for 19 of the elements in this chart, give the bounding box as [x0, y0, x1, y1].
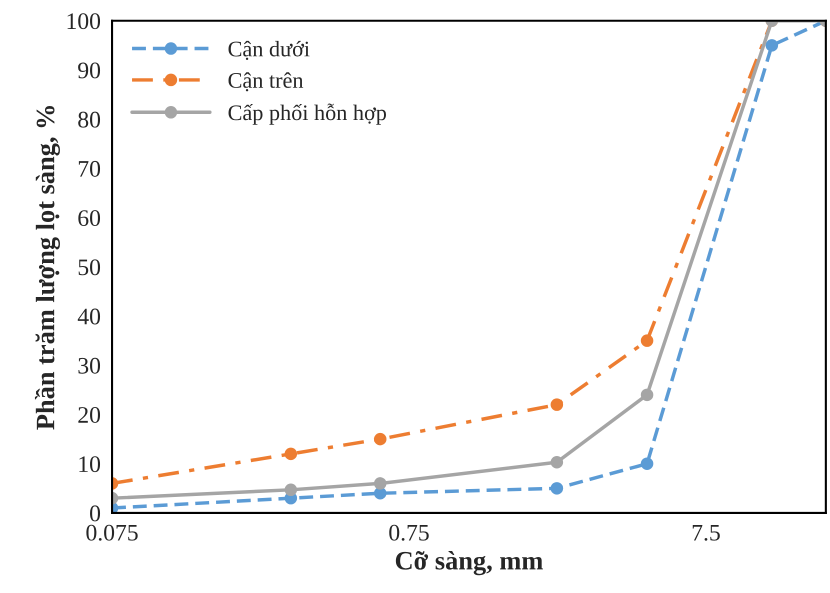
y-tick-label: 90 [78, 62, 100, 78]
y-tick-label: 100 [68, 13, 100, 30]
legend-label: Cấp phối hỗn hợp [228, 104, 386, 125]
y-tick-label: 60 [78, 210, 100, 226]
x-tick-label: 7.5 [692, 524, 720, 541]
y-tick-label: 10 [79, 456, 100, 472]
y-tick-label: 20 [78, 407, 100, 423]
y-tick-label: 30 [78, 358, 100, 374]
y-tick-label: 70 [78, 160, 100, 177]
y-tick-label: 50 [78, 259, 100, 276]
x-tick-label: 0.75 [389, 524, 429, 541]
y-axis-title: Phần trăm lượng lọt sàng, % [34, 106, 60, 430]
y-tick-label: 80 [78, 112, 100, 128]
y-tick-label: 0 [90, 505, 100, 522]
x-tick-label: 0.075 [86, 524, 138, 541]
legend-label: Cận trên [228, 72, 304, 92]
x-axis-title: Cỡ sàng, mm [396, 551, 543, 576]
legend-label: Cận dưới [228, 40, 310, 60]
y-tick-label: 40 [78, 308, 100, 324]
